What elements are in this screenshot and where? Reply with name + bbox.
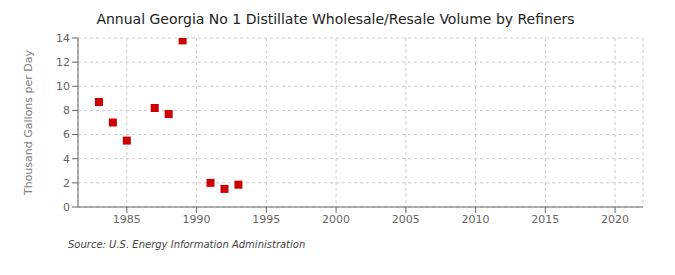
svg-text:Thousand Gallons per Day: Thousand Gallons per Day: [22, 49, 35, 196]
svg-text:2005: 2005: [392, 213, 420, 226]
svg-text:2000: 2000: [322, 213, 350, 226]
svg-text:0: 0: [63, 201, 70, 214]
svg-text:1985: 1985: [113, 213, 141, 226]
svg-text:1990: 1990: [183, 213, 211, 226]
svg-text:2015: 2015: [531, 213, 559, 226]
svg-text:2020: 2020: [601, 213, 629, 226]
svg-text:10: 10: [56, 80, 70, 93]
html-text:Source: U.S. Energy Informatio: Source: U.S. Energy Information Administ…: [68, 239, 306, 250]
svg-text:14: 14: [56, 32, 70, 45]
html-text:Annual Georgia No 1 Distillate: Annual Georgia No 1 Distillate Wholesale…: [96, 11, 575, 27]
svg-text:6: 6: [63, 128, 70, 141]
svg-text:8: 8: [63, 104, 70, 117]
svg-text:2: 2: [63, 177, 70, 190]
svg-text:1995: 1995: [252, 213, 280, 226]
svg-text:12: 12: [56, 56, 70, 69]
svg-text:4: 4: [63, 153, 70, 166]
svg-text:2010: 2010: [462, 213, 490, 226]
